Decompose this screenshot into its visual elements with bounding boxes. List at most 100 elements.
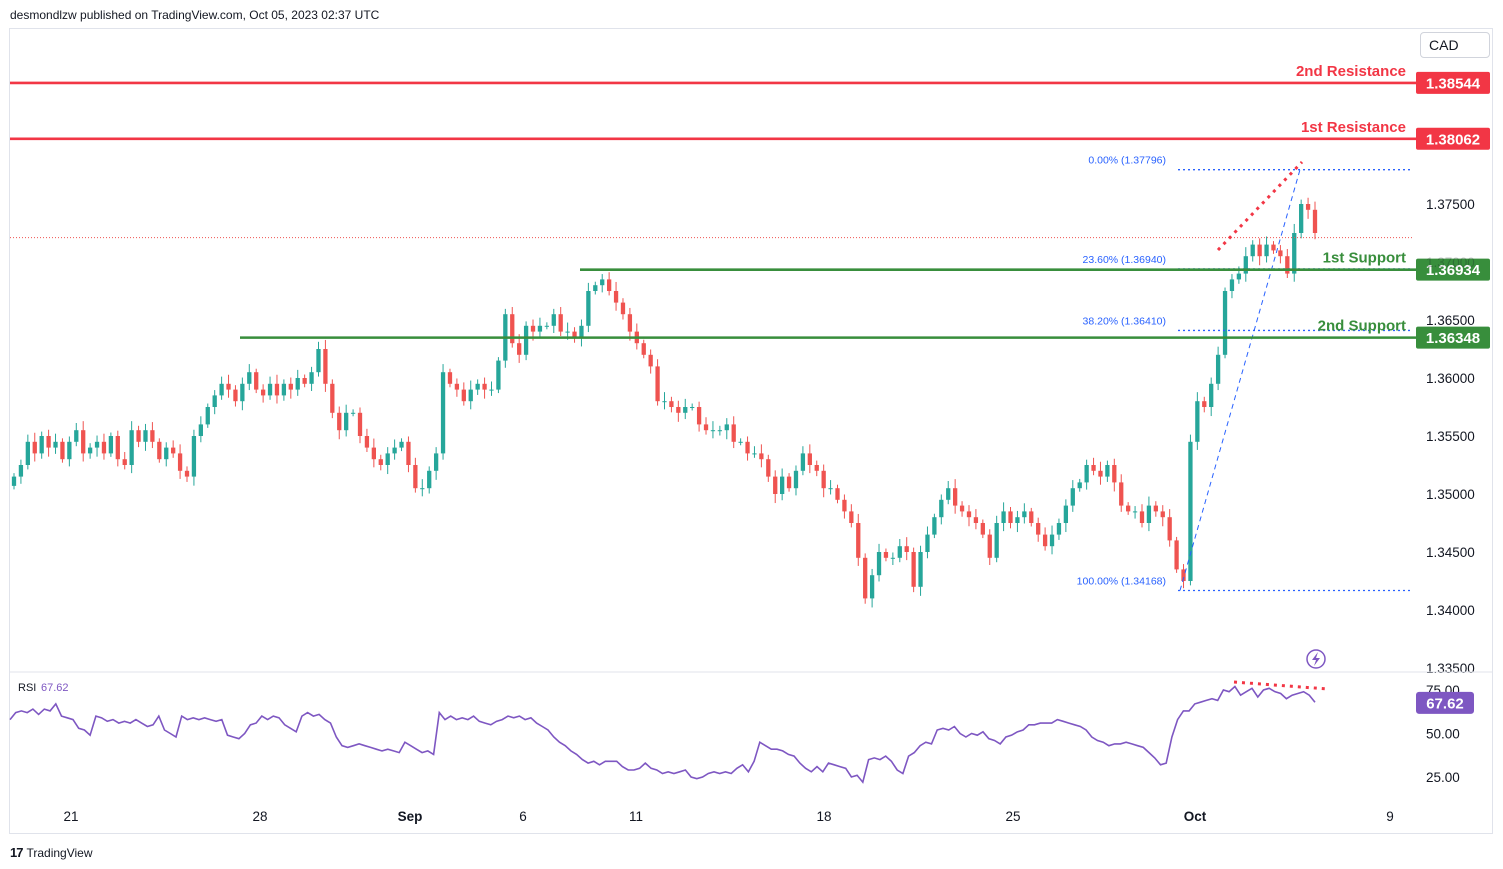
candle: [1278, 245, 1283, 264]
candle-body: [551, 314, 556, 326]
candle: [994, 515, 999, 563]
candle-body: [87, 447, 93, 454]
candle: [108, 432, 114, 457]
candle: [544, 322, 550, 330]
candle: [959, 501, 965, 517]
candle: [81, 421, 86, 462]
candle-body: [676, 407, 681, 413]
candle-body: [1036, 523, 1041, 535]
candle-body: [1305, 204, 1311, 210]
candle-body: [1098, 470, 1103, 477]
candle-body: [1091, 465, 1096, 471]
candle-body: [1126, 505, 1131, 512]
candle: [32, 432, 37, 462]
candle: [1312, 201, 1318, 240]
candle: [1001, 502, 1006, 532]
candle: [364, 428, 370, 453]
candle: [696, 401, 702, 432]
fib-level-label: 23.60% (1.36940): [1083, 254, 1166, 266]
tradingview-logo[interactable]: 17 TradingView: [10, 845, 93, 860]
candle-body: [724, 424, 729, 431]
level-price-tag-bg: [1416, 127, 1490, 150]
candle: [129, 421, 134, 474]
candle-body: [973, 517, 979, 523]
candle-body: [171, 447, 176, 454]
candle: [1243, 247, 1248, 282]
candle: [1022, 503, 1027, 524]
candle: [1070, 480, 1075, 512]
candle: [1132, 506, 1138, 519]
candle: [1264, 236, 1269, 263]
candle: [205, 403, 210, 428]
candle-body: [876, 552, 882, 576]
candle: [25, 434, 30, 470]
lightning-icon-circle: [1306, 649, 1326, 669]
candle-body: [1015, 517, 1020, 523]
candle-body: [212, 395, 217, 407]
candle-body: [828, 488, 833, 490]
candle: [489, 381, 494, 396]
candle-body: [655, 366, 660, 402]
candle: [828, 480, 833, 495]
candle-body: [344, 412, 349, 431]
candle-body: [392, 447, 397, 454]
candle-body: [966, 511, 972, 518]
currency-label[interactable]: CAD: [1420, 32, 1490, 58]
rsi-tick-label: 25.00: [1426, 770, 1460, 785]
time-tick-label: 9: [1386, 809, 1394, 824]
candle-body: [1153, 505, 1158, 512]
candle-body: [254, 372, 259, 390]
candle-body: [53, 441, 58, 448]
candle-body: [302, 378, 307, 384]
candle: [510, 307, 515, 348]
level-label: 1st Resistance: [1301, 119, 1406, 136]
candle: [890, 552, 896, 565]
candle: [406, 436, 411, 473]
candle: [863, 553, 868, 604]
candle-body: [773, 476, 778, 494]
price-tick-label: 1.34500: [1426, 545, 1475, 560]
candle-body: [475, 383, 480, 390]
candle: [39, 431, 44, 459]
candle: [856, 513, 861, 566]
candle: [918, 545, 923, 596]
published-by-text: desmondlzw published on TradingView.com,…: [10, 8, 380, 22]
candle: [966, 505, 972, 527]
candle: [413, 457, 418, 493]
candle-body: [1292, 233, 1297, 274]
candle: [911, 547, 916, 593]
candle: [1098, 461, 1103, 485]
candle: [475, 379, 480, 395]
candle-body: [814, 465, 819, 471]
candle: [1305, 197, 1311, 219]
candle-body: [74, 430, 79, 442]
candle: [1015, 510, 1020, 533]
candle-body: [1236, 273, 1242, 280]
candle-body: [932, 517, 937, 535]
candle: [1091, 457, 1096, 476]
level-price-tag-text: 1.36348: [1426, 330, 1480, 347]
candle: [177, 444, 183, 479]
candle-body: [766, 459, 771, 477]
candle-body: [1146, 505, 1152, 523]
candle-body: [1105, 465, 1110, 477]
candle: [517, 334, 522, 363]
candle: [1292, 223, 1297, 282]
support-resistance-levels: 2nd Resistance 1.38544 1st Resistance 1.380…: [10, 63, 1490, 349]
candle-body: [233, 389, 238, 402]
candle: [1229, 274, 1235, 299]
candle-body: [565, 331, 570, 333]
level-label: 2nd Resistance: [1296, 63, 1406, 80]
candle-body: [558, 314, 563, 332]
candle: [1167, 509, 1172, 547]
candle: [579, 319, 584, 347]
fib-level-label: 0.00% (1.37796): [1088, 155, 1166, 167]
rsi-label: RSI: [18, 682, 36, 694]
candle: [745, 436, 750, 461]
candle-body: [1264, 244, 1269, 257]
candle-body: [385, 453, 390, 465]
candle: [385, 447, 390, 475]
candle: [1146, 496, 1152, 532]
lightning-icon: [1306, 649, 1326, 669]
